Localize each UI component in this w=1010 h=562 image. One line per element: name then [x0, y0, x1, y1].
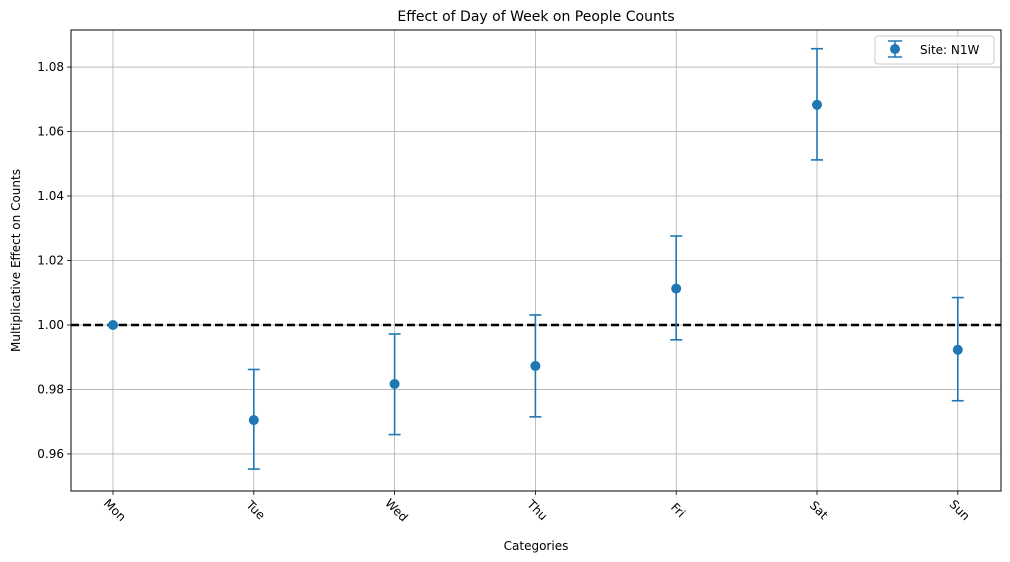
series-group [107, 47, 964, 470]
x-tick-label: Tue [243, 497, 268, 522]
y-tick-label: 0.98 [37, 382, 64, 396]
x-axis-label: Categories [504, 539, 569, 553]
x-tick-label: Sat [807, 498, 831, 522]
x-axis-ticks: Mon Tue Wed Thu Fri Sat Sun [101, 491, 973, 524]
grid-lines [71, 30, 1001, 491]
data-point [671, 283, 682, 294]
data-point [389, 378, 400, 389]
chart-title: Effect of Day of Week on People Counts [397, 9, 674, 25]
legend-label: Site: N1W [920, 43, 980, 57]
data-point [812, 99, 822, 110]
x-tick-label: Sun [947, 497, 973, 523]
x-tick-label: Fri [668, 500, 688, 520]
x-tick-label: Wed [382, 496, 410, 524]
y-axis-ticks: 0.96 0.98 1.00 1.02 1.04 1.06 1.08 [37, 60, 71, 461]
y-tick-label: 1.00 [37, 318, 64, 332]
data-point [952, 344, 963, 355]
x-tick-label: Mon [101, 496, 129, 524]
y-tick-label: 1.04 [37, 189, 64, 203]
y-tick-label: 1.02 [37, 254, 64, 268]
y-tick-label: 1.06 [37, 125, 64, 139]
data-point [108, 319, 118, 330]
data-point [248, 415, 259, 426]
y-tick-label: 0.96 [37, 447, 64, 461]
y-axis-label: Multiplicative Effect on Counts [9, 169, 23, 352]
legend-marker-icon [890, 44, 900, 54]
data-point [530, 360, 541, 371]
x-tick-label: Thu [524, 497, 551, 524]
y-tick-label: 1.08 [37, 60, 64, 74]
legend: Site: N1W [874, 35, 995, 65]
legend-box [874, 35, 995, 65]
